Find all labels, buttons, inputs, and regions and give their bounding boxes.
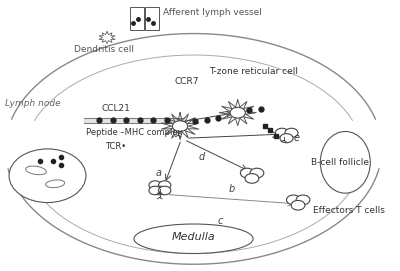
Circle shape: [291, 201, 305, 210]
Text: B-cell follicle: B-cell follicle: [310, 158, 368, 167]
Text: Effectors T cells: Effectors T cells: [313, 206, 384, 215]
Text: e: e: [294, 133, 300, 143]
Circle shape: [250, 168, 264, 178]
Circle shape: [280, 134, 293, 143]
Ellipse shape: [320, 131, 370, 193]
Circle shape: [172, 121, 188, 131]
Text: Afferent lymph vessel: Afferent lymph vessel: [163, 8, 262, 17]
Text: Lymph node: Lymph node: [5, 99, 61, 108]
Circle shape: [158, 181, 171, 189]
Text: d: d: [198, 152, 204, 162]
Text: CCR7: CCR7: [174, 77, 199, 86]
Text: Peptide –MHC complex: Peptide –MHC complex: [86, 128, 182, 137]
Circle shape: [275, 128, 288, 137]
Text: c: c: [218, 216, 223, 226]
Circle shape: [286, 195, 300, 205]
Text: Dendritis cell: Dendritis cell: [74, 45, 134, 54]
FancyBboxPatch shape: [146, 7, 159, 30]
Circle shape: [245, 174, 259, 183]
Circle shape: [296, 195, 310, 205]
Circle shape: [149, 186, 161, 195]
Circle shape: [240, 168, 254, 178]
FancyBboxPatch shape: [130, 7, 144, 30]
Text: T-zone reticular cell: T-zone reticular cell: [209, 67, 298, 76]
Circle shape: [9, 149, 86, 202]
Circle shape: [230, 107, 245, 118]
Circle shape: [154, 186, 166, 195]
Text: b: b: [229, 184, 235, 194]
Text: TCR•: TCR•: [105, 142, 126, 151]
Ellipse shape: [134, 224, 253, 253]
Text: a: a: [156, 168, 162, 178]
Circle shape: [285, 128, 298, 137]
Circle shape: [149, 181, 161, 189]
Text: Medulla: Medulla: [172, 233, 215, 243]
Circle shape: [158, 186, 171, 195]
Text: CCL21: CCL21: [101, 104, 130, 113]
